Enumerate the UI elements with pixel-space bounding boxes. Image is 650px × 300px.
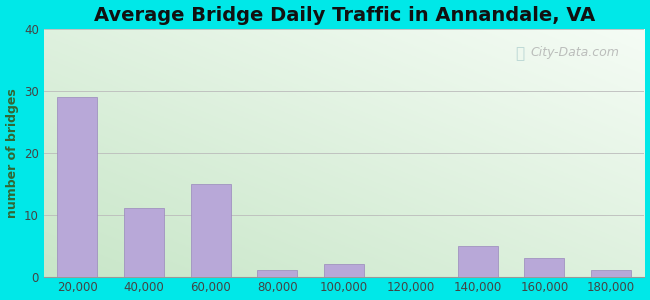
Bar <box>257 270 298 277</box>
Bar <box>57 97 98 277</box>
Bar <box>525 258 564 277</box>
Y-axis label: number of bridges: number of bridges <box>6 88 19 218</box>
Bar <box>190 184 231 277</box>
Text: ⓘ: ⓘ <box>515 46 525 61</box>
Bar <box>458 246 498 277</box>
Bar <box>324 264 364 277</box>
Bar <box>591 270 631 277</box>
Bar <box>124 208 164 277</box>
Title: Average Bridge Daily Traffic in Annandale, VA: Average Bridge Daily Traffic in Annandal… <box>94 6 595 25</box>
Text: City-Data.com: City-Data.com <box>530 46 619 59</box>
